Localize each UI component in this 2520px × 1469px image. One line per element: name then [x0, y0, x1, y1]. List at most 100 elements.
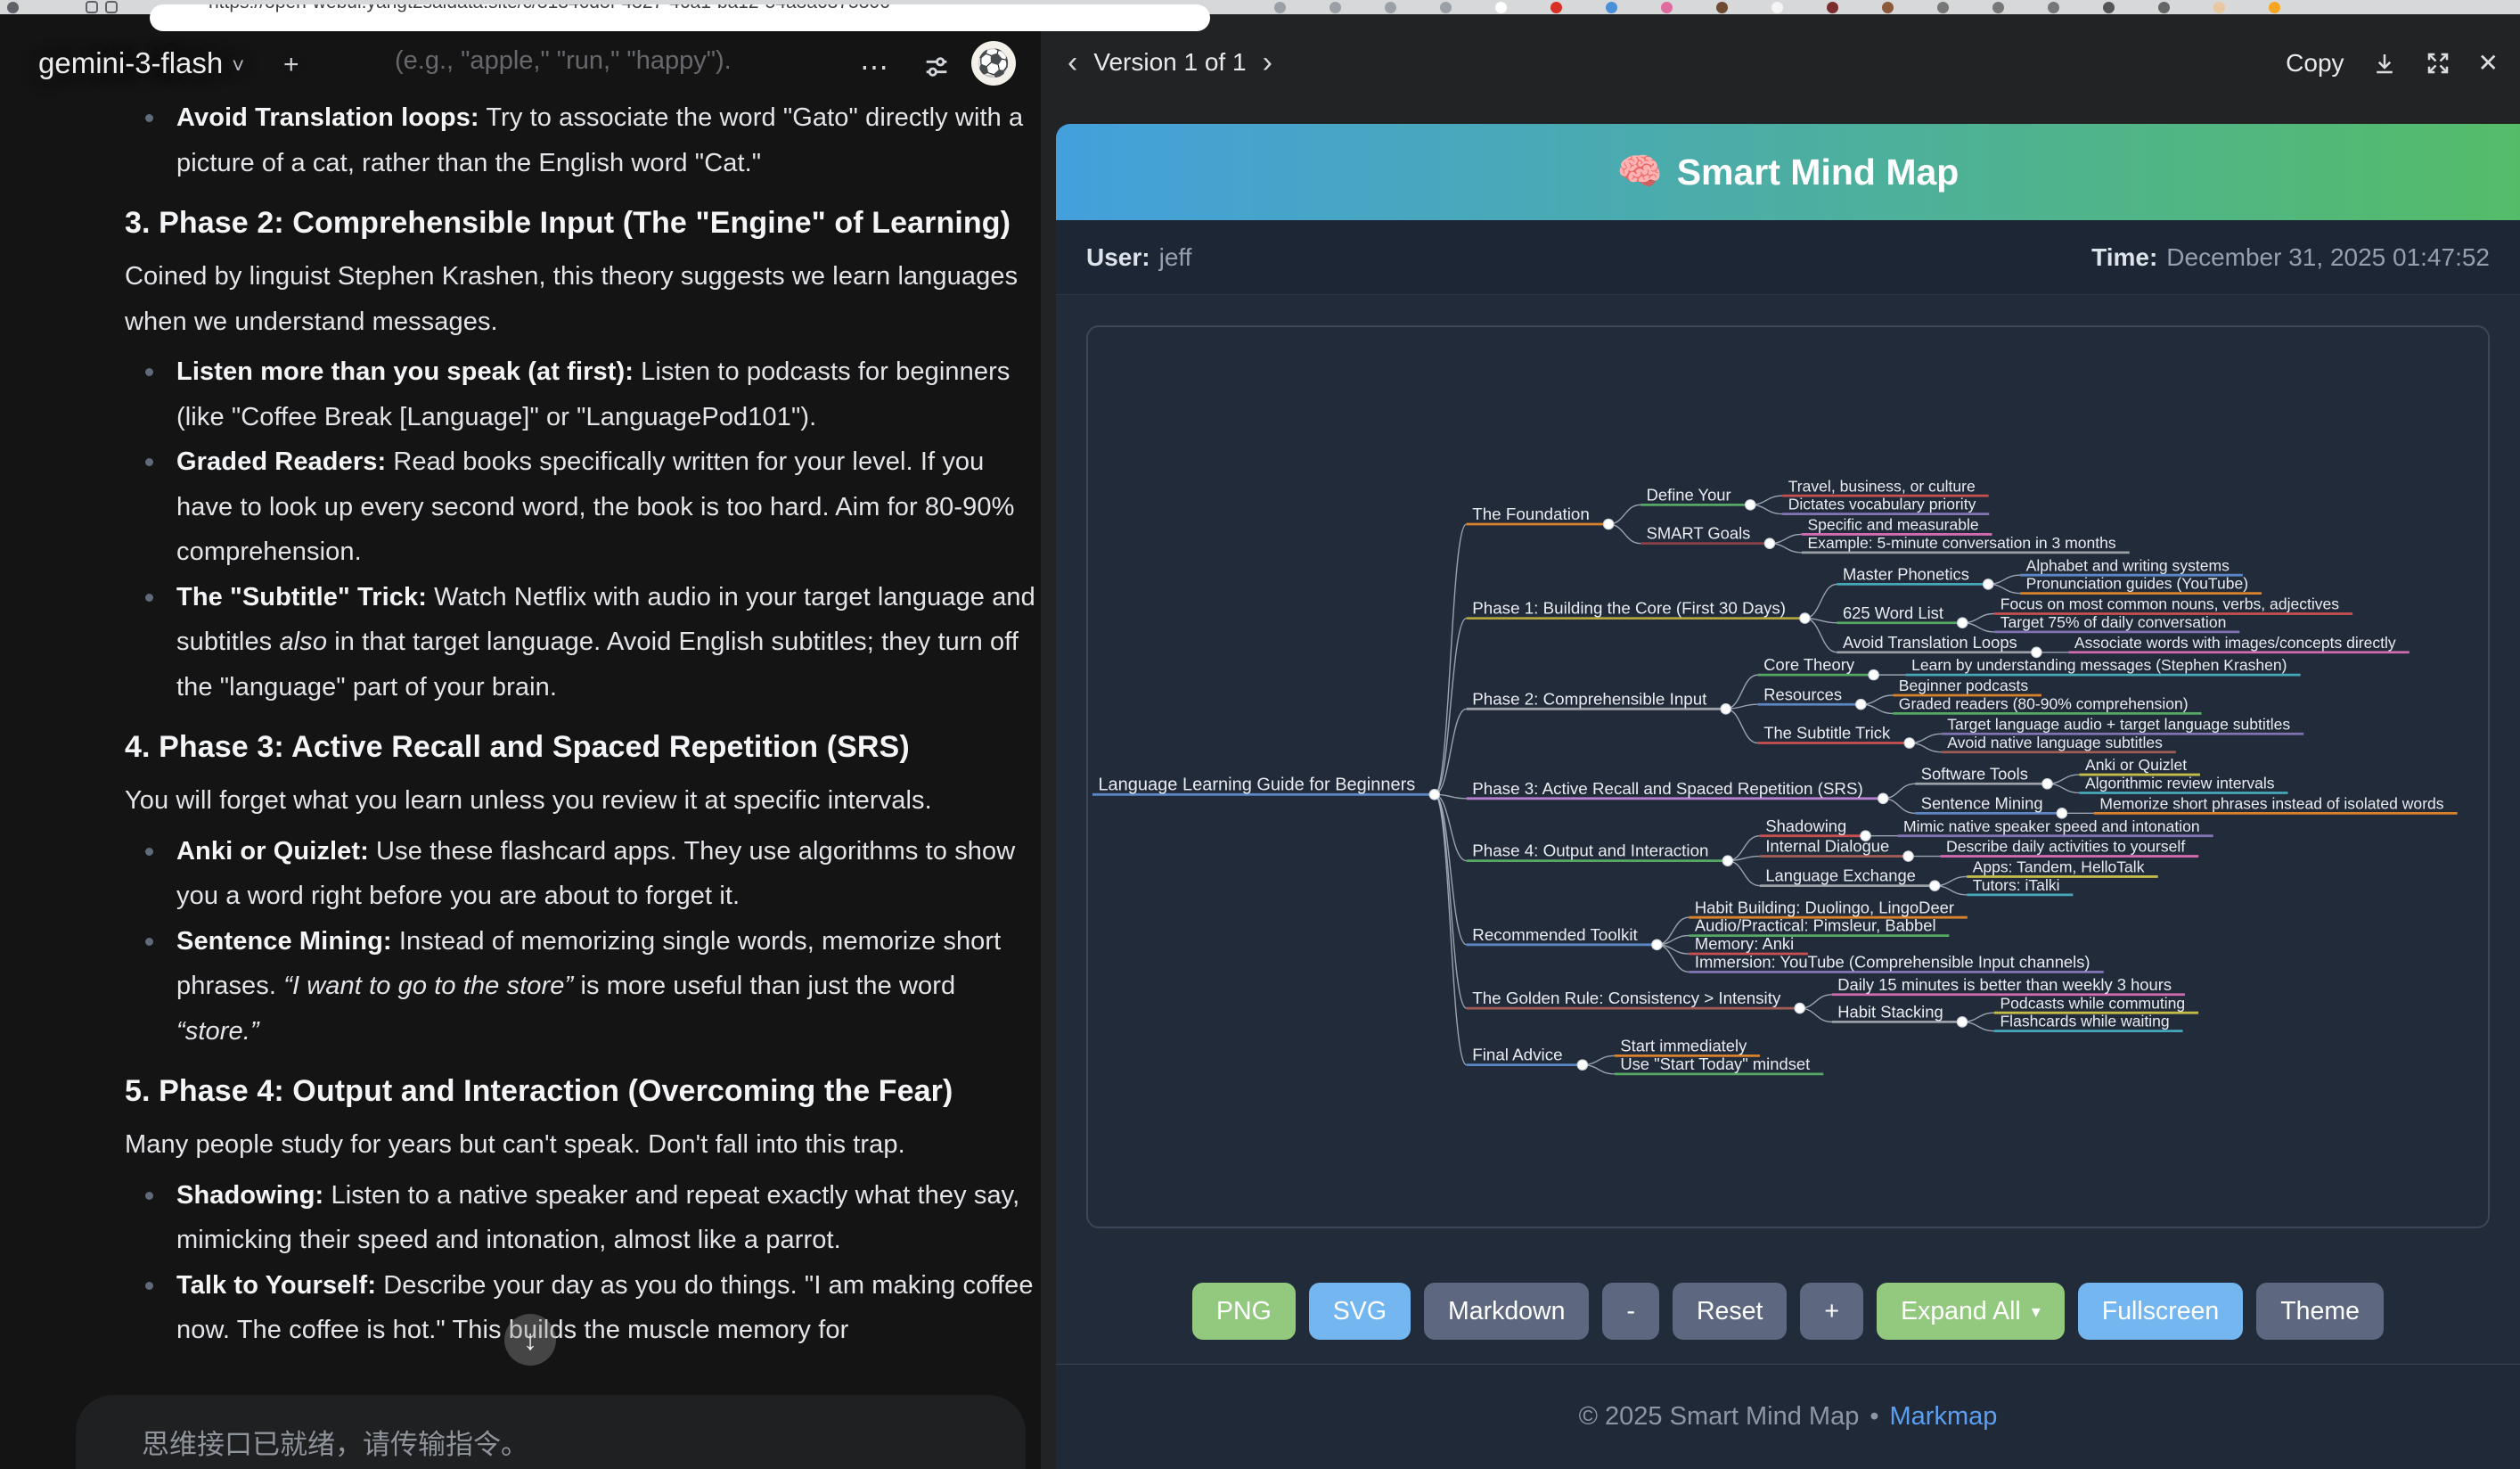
- mindmap-node-label[interactable]: Focus on most common nouns, verbs, adjec…: [2000, 595, 2340, 613]
- mindmap-node-label[interactable]: The Foundation: [1472, 505, 1590, 523]
- mindmap-node-label[interactable]: Graded readers (80-90% comprehension): [1899, 695, 2189, 713]
- mindmap-node-label[interactable]: Memory: Anki: [1695, 934, 1794, 953]
- mindmap-node-label[interactable]: Target language audio + target language …: [1947, 715, 2290, 733]
- mindmap-node-label[interactable]: SMART Goals: [1647, 524, 1751, 543]
- png-button[interactable]: PNG: [1192, 1283, 1296, 1340]
- mindmap-node-circle[interactable]: [1877, 792, 1889, 805]
- mindmap-node-label[interactable]: Core Theory: [1763, 655, 1855, 674]
- message-input[interactable]: 思维接口已就绪，请传输指令。: [76, 1395, 1026, 1469]
- next-version-button[interactable]: ›: [1262, 45, 1272, 79]
- mindmap-node-circle[interactable]: [1868, 669, 1879, 681]
- mindmap-node-label[interactable]: Beginner podcasts: [1899, 677, 2029, 694]
- mindmap-node-label[interactable]: Alphabet and writing systems: [2026, 556, 2230, 574]
- mindmap-node-circle[interactable]: [1744, 499, 1756, 511]
- extension-icon[interactable]: [1274, 2, 1286, 13]
- mindmap-node-label[interactable]: Podcasts while commuting: [2000, 994, 2185, 1012]
- copy-button[interactable]: Copy: [2286, 48, 2344, 77]
- mindmap-node-circle[interactable]: [2041, 777, 2053, 790]
- mindmap-canvas[interactable]: Travel, business, or culture Dictates voc…: [1086, 325, 2490, 1228]
- mindmap-node-circle[interactable]: [1956, 1016, 1968, 1028]
- previous-version-button[interactable]: ‹: [1068, 45, 1078, 79]
- extension-icon[interactable]: [1771, 2, 1783, 13]
- address-bar[interactable]: https://open-webui.yangt2saidata.site/c/…: [150, 4, 1210, 31]
- mindmap-node-label[interactable]: Algorithmic review intervals: [2085, 775, 2275, 792]
- new-chat-icon[interactable]: +: [283, 50, 299, 79]
- mindmap-node-circle[interactable]: [1799, 612, 1811, 624]
- extension-icon[interactable]: [1827, 2, 1838, 13]
- model-selector[interactable]: gemini-3-flash ˅: [38, 46, 245, 79]
- mindmap-node-label[interactable]: Travel, business, or culture: [1788, 477, 1976, 495]
- svg-button[interactable]: SVG: [1308, 1283, 1411, 1340]
- mindmap-node-label[interactable]: The Golden Rule: Consistency > Intensity: [1472, 989, 1781, 1007]
- mindmap-node-label[interactable]: Tutors: iTalki: [1973, 876, 2060, 894]
- mindmap-node-label[interactable]: Shadowing: [1765, 817, 1846, 835]
- mindmap-node-label[interactable]: 625 Word List: [1843, 603, 1943, 622]
- mindmap-node-label[interactable]: Habit Building: Duolingo, LingoDeer: [1695, 898, 1954, 916]
- mindmap-node-label[interactable]: Avoid Translation Loops: [1843, 633, 2017, 652]
- markmap-link[interactable]: Markmap: [1889, 1402, 1998, 1431]
- reload-icon[interactable]: [7, 2, 19, 13]
- mindmap-node-circle[interactable]: [1903, 737, 1916, 749]
- mindmap-node-label[interactable]: Example: 5-minute conversation in 3 mont…: [1807, 534, 2115, 552]
- mindmap-node-label[interactable]: Language Learning Guide for Beginners: [1098, 775, 1415, 794]
- scroll-to-bottom-button[interactable]: ↓: [504, 1314, 556, 1366]
- mindmap-node-label[interactable]: Daily 15 minutes is better than weekly 3…: [1837, 975, 2172, 994]
- mindmap-node-circle[interactable]: [1855, 698, 1867, 710]
- mindmap-node-label[interactable]: Specific and measurable: [1807, 516, 1978, 534]
- mindmap-node-circle[interactable]: [1902, 850, 1914, 862]
- mindmap-node-label[interactable]: Learn by understanding messages (Stephen…: [1911, 656, 2287, 674]
- extension-icon[interactable]: [1661, 2, 1673, 13]
- mindmap-node-label[interactable]: Target 75% of daily conversation: [2000, 613, 2227, 631]
- extension-icon[interactable]: [1550, 2, 1562, 13]
- mindmap-node-label[interactable]: Resources: [1763, 685, 1842, 703]
- mindmap-node-label[interactable]: Master Phonetics: [1843, 565, 1969, 584]
- markdown-button[interactable]: Markdown: [1423, 1283, 1590, 1340]
- extension-icon[interactable]: [1992, 2, 2004, 13]
- extension-icon[interactable]: [2158, 2, 2170, 13]
- mindmap-node-label[interactable]: Mimic native speaker speed and intonatio…: [1903, 817, 2200, 835]
- mindmap-node-circle[interactable]: [1722, 855, 1734, 866]
- mindmap-node-label[interactable]: Audio/Practical: Pimsleur, Babbel: [1695, 916, 1936, 935]
- extension-icon[interactable]: [2048, 2, 2059, 13]
- mindmap-node-label[interactable]: Final Advice: [1472, 1046, 1562, 1064]
- tab-overview-icon[interactable]: [105, 1, 118, 13]
- close-icon[interactable]: ✕: [2477, 49, 2499, 77]
- mindmap-node-label[interactable]: Phase 2: Comprehensible Input: [1472, 689, 1707, 708]
- mindmap-node-label[interactable]: Anki or Quizlet: [2085, 756, 2187, 774]
- mindmap-node-label[interactable]: Immersion: YouTube (Comprehensible Input…: [1695, 953, 2090, 972]
- download-icon[interactable]: [2371, 50, 2398, 77]
- zoom-in-button[interactable]: +: [1800, 1283, 1864, 1340]
- mindmap-node-label[interactable]: Describe daily activities to yourself: [1946, 838, 2185, 856]
- mindmap-node-label[interactable]: Habit Stacking: [1837, 1003, 1943, 1022]
- fullscreen-icon[interactable]: [2425, 50, 2451, 77]
- extension-icon[interactable]: [2213, 2, 2225, 13]
- overflow-menu-icon[interactable]: ⋯: [860, 51, 891, 83]
- user-avatar[interactable]: ⚽: [971, 41, 1016, 86]
- mindmap-node-circle[interactable]: [1428, 789, 1441, 800]
- mindmap-node-label[interactable]: Avoid native language subtitles: [1947, 734, 2163, 751]
- mindmap-node-label[interactable]: Phase 3: Active Recall and Spaced Repeti…: [1472, 779, 1862, 798]
- reset-button[interactable]: Reset: [1672, 1283, 1788, 1340]
- mindmap-node-label[interactable]: Apps: Tandem, HelloTalk: [1973, 858, 2145, 876]
- mindmap-node-label[interactable]: Language Exchange: [1765, 866, 1916, 885]
- mindmap-node-label[interactable]: Software Tools: [1921, 764, 2028, 783]
- mindmap-node-label[interactable]: Flashcards while waiting: [2000, 1013, 2169, 1030]
- extension-icon[interactable]: [2269, 2, 2280, 13]
- extension-icon[interactable]: [1495, 2, 1507, 13]
- mindmap-node-label[interactable]: Pronunciation guides (YouTube): [2026, 575, 2248, 593]
- extension-icon[interactable]: [1440, 2, 1452, 13]
- zoom-out-button[interactable]: -: [1602, 1283, 1659, 1340]
- mindmap-node-label[interactable]: Use "Start Today" mindset: [1620, 1055, 1810, 1073]
- mindmap-node-circle[interactable]: [1763, 538, 1776, 549]
- mindmap-node-circle[interactable]: [1720, 703, 1732, 715]
- tab-overview-icon[interactable]: [86, 1, 98, 13]
- mindmap-node-circle[interactable]: [1576, 1059, 1589, 1071]
- mindmap-node-label[interactable]: Internal Dialogue: [1765, 837, 1889, 856]
- mindmap-node-circle[interactable]: [2031, 646, 2042, 659]
- extension-icon[interactable]: [1606, 2, 1617, 13]
- mindmap-node-label[interactable]: Dictates vocabulary priority: [1788, 496, 1976, 513]
- expand-all-button[interactable]: Expand All ▾: [1877, 1283, 2065, 1340]
- extension-icon[interactable]: [1330, 2, 1341, 13]
- mindmap-node-circle[interactable]: [1860, 830, 1871, 841]
